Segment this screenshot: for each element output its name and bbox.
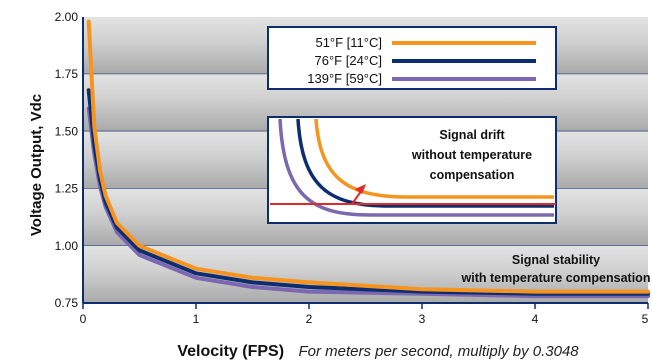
x-axis-title-note: For meters per second, multiply by 0.304…	[299, 343, 580, 360]
x-tick-label: 1	[193, 312, 200, 326]
legend-label: 76°F [24°C]	[315, 53, 382, 68]
drift-arrow-head	[355, 184, 366, 194]
x-tick-label: 0	[80, 312, 87, 326]
series-line	[86, 19, 650, 294]
inset-series-line	[314, 118, 554, 199]
drift-label-3: compensation	[430, 168, 515, 182]
axes	[82, 17, 648, 304]
series-lines	[86, 19, 650, 299]
legend: 51°F [11°C] 76°F [24°C] 139°F [59°C]	[267, 26, 557, 90]
x-tick-label: 2	[306, 312, 313, 326]
y-tick-label: 1.00	[55, 239, 79, 253]
x-axis-title: Velocity (FPS) For meters per second, mu…	[177, 343, 579, 360]
y-tick-labels: 2.00 1.75 1.50 1.25 1.00 0.75	[55, 10, 79, 310]
inset-series-line	[278, 118, 554, 217]
x-axis-title-main: Velocity (FPS)	[177, 343, 284, 360]
y-tick-label: 1.50	[55, 124, 79, 138]
y-tick-label: 1.75	[55, 67, 79, 81]
x-tick-label: 4	[532, 312, 539, 326]
y-tick-label: 0.75	[55, 296, 79, 310]
drift-inset: Signal drift without temperature compens…	[267, 116, 557, 224]
legend-label: 139°F [59°C]	[307, 71, 382, 86]
x-tick-label: 5	[642, 312, 649, 326]
y-tick-label: 2.00	[55, 10, 79, 24]
y-axis-title: Voltage Output, Vdc	[28, 94, 45, 236]
stability-label-2: with temperature compensation	[461, 271, 651, 285]
y-tick-label: 1.25	[55, 182, 79, 196]
stability-label-1: Signal stability	[512, 253, 600, 267]
drift-label-2: without temperature	[411, 148, 532, 162]
drift-label-1: Signal drift	[439, 128, 505, 142]
x-tick-labels: 0 1 2 3 4 5	[80, 303, 649, 326]
x-tick-label: 3	[419, 312, 426, 326]
inset-series-line	[296, 118, 554, 208]
legend-label: 51°F [11°C]	[315, 35, 382, 50]
